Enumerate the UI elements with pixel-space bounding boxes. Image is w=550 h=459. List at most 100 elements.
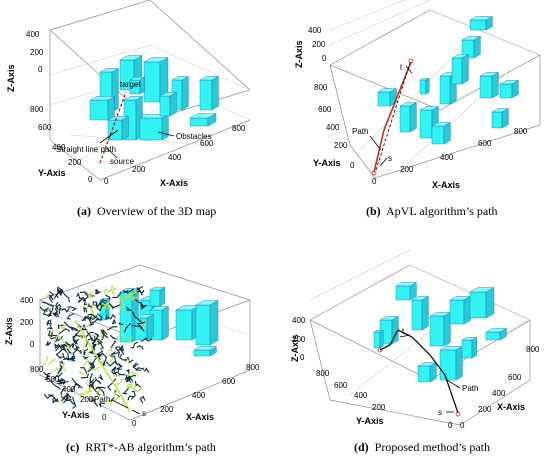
obstacle-block (439, 346, 464, 381)
obstacle-side-face (209, 300, 219, 346)
obstacle-front-face (377, 91, 391, 107)
rrt-tree-branch (134, 380, 142, 388)
x-tick-c-400: 400 (192, 391, 206, 400)
rrt-tree-branch (100, 329, 107, 340)
x-tick-c-600: 600 (222, 377, 236, 386)
y-tick-d-0: 0 (448, 421, 453, 430)
rrt-tree-branch (48, 358, 56, 366)
obstacle-front-face (429, 315, 445, 347)
panel-b-paths (371, 58, 414, 176)
rrt-tree-branch (48, 294, 54, 301)
obstacle-top-face (485, 328, 508, 333)
obstacle-top-face (89, 96, 116, 101)
caption-d: (d) Proposed method’s path (354, 440, 490, 454)
obstacle-side-face (471, 336, 477, 359)
x-tick-b-400: 400 (440, 153, 454, 162)
y-tick-a-400: 400 (52, 143, 66, 152)
rrt-tree-branch (59, 352, 65, 358)
rrt-tree-branch (77, 296, 84, 303)
caption-b: (b) ApVL algorithm’s path (366, 204, 498, 218)
rrt-tree-branch (81, 315, 87, 322)
obstacle-block (469, 16, 494, 31)
obstacle-front-face (193, 349, 211, 357)
y-tick-a-600: 600 (38, 123, 52, 132)
obstacle-front-face (195, 304, 211, 346)
obstacle-side-face (161, 306, 169, 341)
obstacle-side-face (159, 286, 166, 307)
obstacle-block (419, 77, 430, 95)
obstacle-block (461, 336, 478, 359)
rrt-tree-branch (57, 286, 64, 297)
rrt-tree-branch (110, 355, 119, 366)
rrt-tree-branch (95, 289, 100, 295)
rrt-tree-branch (132, 363, 139, 367)
obstacle-front-face (411, 299, 423, 331)
annotation-path-b: Path (352, 127, 368, 136)
rrt-tree-branch (72, 334, 78, 345)
rrt-tree-branch (87, 389, 92, 394)
rrt-tree-branch (66, 347, 73, 354)
panel-a-straight-path (99, 91, 127, 164)
rrt-tree-branch (73, 338, 79, 345)
rrt-tree-branch (94, 386, 105, 396)
obstacle-block (89, 96, 116, 121)
rrt-tree-branch (58, 328, 71, 335)
rrt-tree-branch (55, 345, 68, 353)
z-tick-d-0: 0 (300, 353, 305, 362)
rrt-tree-branch (80, 373, 89, 379)
z-tick-b-400: 400 (308, 26, 322, 35)
rrt-tree-branch (84, 387, 93, 394)
obstacle-top-face (129, 77, 146, 81)
z-axis-label-a: Z-Axis (6, 64, 16, 92)
rrt-tree-branch (107, 326, 118, 331)
obstacle-side-face (169, 92, 177, 117)
obstacle-front-face (395, 285, 411, 301)
rrt-tree-branch (57, 343, 66, 351)
obstacles-b (377, 16, 520, 145)
x-tick-b-0: 0 (372, 177, 377, 186)
rrt-tree-branch (136, 345, 144, 350)
rrt-tree-branch (49, 380, 61, 390)
rrt-tree-branch (58, 397, 63, 404)
rrt-tree-branch (87, 313, 97, 319)
obstacle-front-face (149, 289, 161, 307)
annotation-path-c: Path (94, 395, 110, 404)
rrt-tree-branch (82, 341, 87, 352)
rrt-tree-branch (41, 355, 50, 367)
obstacle-top-face (399, 102, 418, 107)
rrt-tree-branch (78, 370, 85, 375)
rrt-tree-branch (111, 318, 117, 325)
x-tick-c-800: 800 (246, 363, 260, 372)
rrt-tree-branch (106, 354, 115, 363)
rrt-tree-branch (88, 380, 95, 390)
rrt-tree-branch (111, 365, 118, 376)
rrt-tree-branch (96, 304, 105, 312)
panel-b-box (329, 0, 541, 179)
y-tick-d-400: 400 (354, 391, 368, 400)
obstacle-top-face (461, 36, 482, 41)
annotation-source-a: source (110, 157, 135, 166)
rrt-tree-branch (70, 383, 79, 393)
rrt-tree-branch (63, 321, 78, 332)
panel-c-box (39, 264, 252, 421)
rrt-tree-branch (110, 287, 117, 295)
rrt-tree-branch (61, 340, 73, 351)
y-tick-d-600: 600 (334, 381, 348, 390)
obstacle-block (143, 57, 169, 103)
rrt-tree-branch (59, 360, 66, 366)
rrt-tree-branch (49, 336, 57, 340)
rrt-tree-branch (39, 306, 48, 312)
rrt-tree-branch (125, 384, 135, 390)
caption-c-text: RRT*-AB algorithm’s path (85, 440, 216, 454)
obstacle-front-face (469, 19, 487, 31)
obstacle-front-face (139, 117, 163, 141)
obstacle-block (189, 113, 217, 127)
rrt-tree-branch (96, 340, 104, 350)
x-axis-label-c: X-Axis (186, 412, 214, 422)
rrt-tree-branch (112, 304, 121, 309)
obstacle-top-face (193, 346, 218, 351)
caption-b-text: ApVL algorithm’s path (386, 204, 498, 218)
x-tick-a-800: 800 (232, 124, 246, 133)
obstacle-top-face (119, 55, 143, 61)
obstacle-side-face (161, 114, 169, 141)
